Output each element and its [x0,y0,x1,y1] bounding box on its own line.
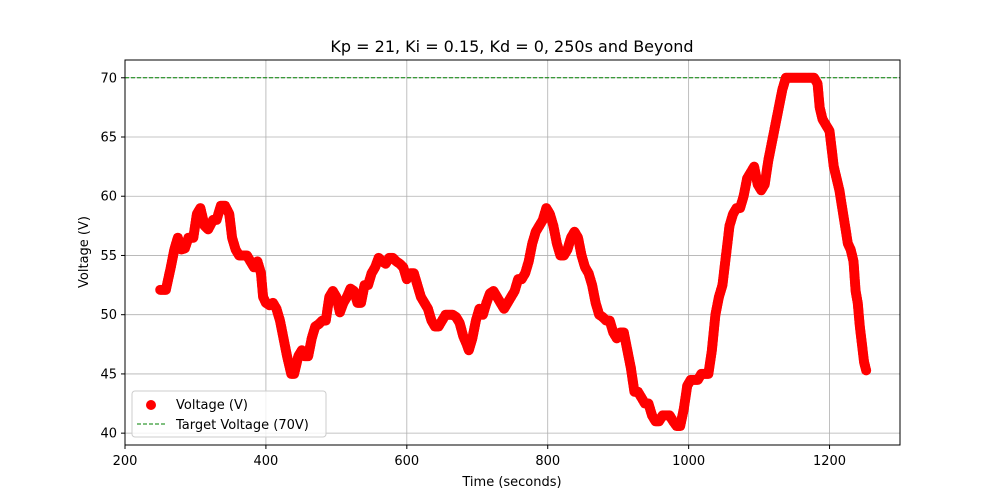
x-tick-label: 800 [535,454,560,469]
y-tick-label: 50 [100,308,117,323]
x-axis-label: Time (seconds) [461,475,561,490]
legend-label-target: Target Voltage (70V) [175,418,309,433]
legend-box [131,390,327,438]
y-axis: 40 45 50 55 60 65 70 [100,71,125,442]
x-tick-label: 200 [113,454,138,469]
y-tick-label: 40 [100,427,117,442]
x-axis: 200 400 600 800 1000 1200 [113,445,846,469]
plot-frame [124,59,901,446]
x-tick-label: 1200 [813,454,846,469]
chart-title: Kp = 21, Ki = 0.15, Kd = 0, 250s and Bey… [330,37,693,56]
y-tick-label: 70 [100,71,117,86]
points-layer [155,72,872,432]
legend-label-voltage: Voltage (V) [176,398,248,413]
y-tick-label: 60 [100,190,117,205]
legend: Voltage (V) Target Voltage (70V) [131,390,327,438]
grid-layer [124,60,900,445]
voltage-point [861,365,872,376]
x-tick-label: 600 [394,454,419,469]
y-tick-label: 45 [100,367,117,382]
x-tick-label: 400 [253,454,278,469]
legend-marker-voltage [146,400,156,410]
y-axis-label: Voltage (V) [77,216,92,288]
x-tick-label: 1000 [672,454,705,469]
y-tick-label: 65 [100,131,117,146]
y-tick-label: 55 [100,249,117,264]
